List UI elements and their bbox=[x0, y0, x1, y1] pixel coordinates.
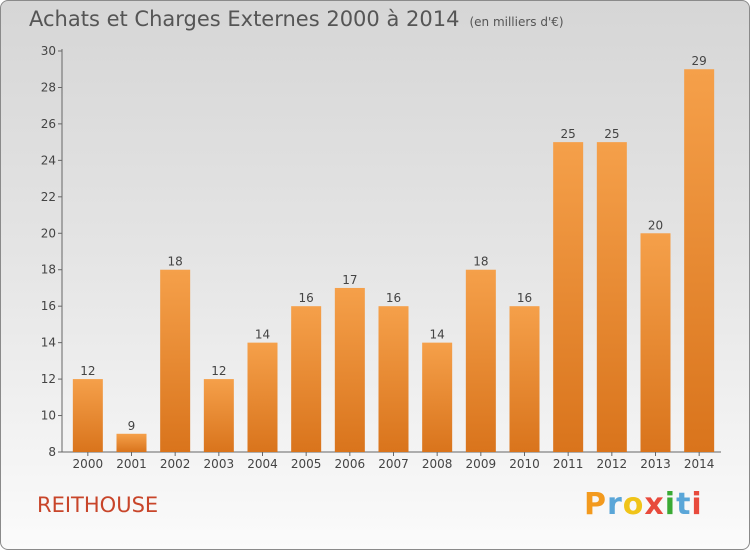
bar-2002 bbox=[160, 269, 191, 452]
value-label-2006: 17 bbox=[342, 273, 357, 287]
x-tick-label-2013: 2013 bbox=[640, 457, 671, 471]
x-tick-label-2009: 2009 bbox=[466, 457, 497, 471]
value-label-2003: 12 bbox=[211, 364, 226, 378]
x-tick-label-2003: 2003 bbox=[204, 457, 235, 471]
y-tick-label: 8 bbox=[48, 445, 56, 459]
value-label-2013: 20 bbox=[648, 218, 663, 232]
x-tick-label-2014: 2014 bbox=[684, 457, 715, 471]
proxiti-logo[interactable]: Proxiti bbox=[584, 487, 703, 522]
logo-letter: i bbox=[691, 487, 703, 522]
value-label-2000: 12 bbox=[80, 364, 95, 378]
value-label-2004: 14 bbox=[255, 328, 270, 342]
value-label-2012: 25 bbox=[604, 127, 619, 141]
value-label-2011: 25 bbox=[561, 127, 576, 141]
value-label-2009: 18 bbox=[473, 255, 488, 269]
y-tick-label: 22 bbox=[41, 190, 56, 204]
x-tick-label-2000: 2000 bbox=[73, 457, 104, 471]
unit-note: (en milliers d'€) bbox=[469, 15, 564, 29]
value-labels: 12 9 18 12 14 16 17 16 14 18 16 25 25 20 29 bbox=[80, 54, 707, 433]
value-label-2010: 16 bbox=[517, 291, 532, 305]
x-tick-label-2011: 2011 bbox=[553, 457, 584, 471]
y-tick-label: 14 bbox=[41, 336, 56, 350]
title-text: Achats et Charges Externes 2000 à 2014 bbox=[29, 7, 460, 31]
y-tick-label: 10 bbox=[41, 409, 56, 423]
y-tick-label: 30 bbox=[41, 44, 56, 58]
bar-2006 bbox=[334, 287, 365, 452]
bar-2011 bbox=[553, 142, 584, 453]
x-tick-label-2010: 2010 bbox=[509, 457, 540, 471]
y-tick-label: 24 bbox=[41, 153, 56, 167]
bar-2001 bbox=[116, 433, 147, 452]
x-tick-label-2006: 2006 bbox=[335, 457, 366, 471]
bar-2014 bbox=[684, 69, 715, 453]
value-label-2014: 29 bbox=[692, 54, 707, 68]
x-tick-label-2005: 2005 bbox=[291, 457, 322, 471]
logo-letter: P bbox=[584, 487, 607, 522]
y-tick-label: 16 bbox=[41, 299, 56, 313]
bar-2004 bbox=[247, 342, 278, 452]
bar-2009 bbox=[465, 269, 496, 452]
commune-name: REITHOUSE bbox=[37, 493, 159, 517]
x-tick-label-2002: 2002 bbox=[160, 457, 191, 471]
x-tick-label-2008: 2008 bbox=[422, 457, 453, 471]
bar-2003 bbox=[203, 379, 234, 452]
value-label-2002: 18 bbox=[168, 255, 183, 269]
x-tick-label-2012: 2012 bbox=[597, 457, 628, 471]
y-tick-label: 28 bbox=[41, 80, 56, 94]
bar-2013 bbox=[640, 233, 671, 452]
x-tick-label-2001: 2001 bbox=[116, 457, 147, 471]
bar-2005 bbox=[291, 306, 322, 452]
logo-letter: o bbox=[622, 487, 645, 522]
axes: 8 10 12 14 16 18 20 22 24 26 28 30 2000 2001 2002 2003 2… bbox=[41, 44, 721, 471]
y-tick-label: 26 bbox=[41, 117, 56, 131]
value-label-2005: 16 bbox=[299, 291, 314, 305]
y-tick-label: 18 bbox=[41, 263, 56, 277]
logo-letter: r bbox=[607, 487, 623, 522]
logo-letter: i bbox=[664, 487, 677, 522]
logo-letter: x bbox=[644, 487, 665, 522]
bar-2007 bbox=[378, 306, 409, 452]
bars bbox=[72, 69, 715, 453]
x-tick-label-2007: 2007 bbox=[378, 457, 409, 471]
bar-2010 bbox=[509, 306, 540, 452]
chart-title: Achats et Charges Externes 2000 à 2014 (e… bbox=[29, 7, 564, 31]
x-tick-label-2004: 2004 bbox=[247, 457, 278, 471]
bar-2008 bbox=[422, 342, 453, 452]
value-label-2008: 14 bbox=[430, 328, 445, 342]
value-label-2001: 9 bbox=[128, 419, 136, 433]
y-tick-label: 12 bbox=[41, 372, 56, 386]
logo-letter: t bbox=[676, 487, 692, 522]
bar-2012 bbox=[596, 142, 627, 453]
bar-2000 bbox=[72, 379, 103, 452]
y-tick-label: 20 bbox=[41, 226, 56, 240]
value-label-2007: 16 bbox=[386, 291, 401, 305]
